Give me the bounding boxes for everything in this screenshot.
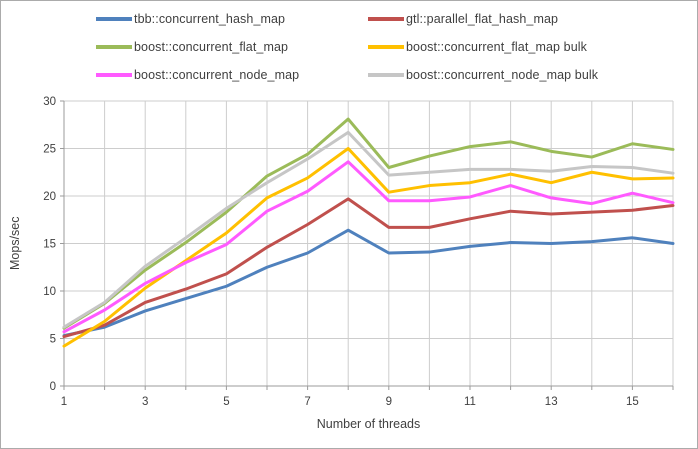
svg-text:15: 15 [43,239,56,251]
x-axis-title: Number of threads [316,417,421,431]
svg-text:1: 1 [61,396,67,408]
svg-text:0: 0 [50,381,56,393]
legend-line-swatch [96,17,132,21]
legend-line-swatch [96,73,132,77]
legend-line-swatch [368,45,404,49]
legend-item: tbb::concurrent_hash_map [96,5,368,33]
legend-item: boost::concurrent_flat_map bulk [368,33,598,61]
legend-label: boost::concurrent_flat_map [134,40,289,54]
svg-text:30: 30 [43,96,56,108]
legend-line-swatch [368,17,404,21]
legend-label: boost::concurrent_node_map [134,68,300,82]
svg-text:15: 15 [626,396,639,408]
legend-item: boost::concurrent_flat_map [96,33,368,61]
legend-label: tbb::concurrent_hash_map [134,12,286,26]
y-axis-title: Mops/sec [8,216,22,271]
legend-label: gtl::parallel_flat_hash_map [406,12,559,26]
legend-line-swatch [96,45,132,49]
svg-text:10: 10 [43,286,56,298]
legend-item: boost::concurrent_node_map [96,61,368,89]
svg-text:7: 7 [304,396,310,408]
legend-label: boost::concurrent_flat_map bulk [406,40,587,54]
svg-text:5: 5 [223,396,229,408]
legend-label: boost::concurrent_node_map bulk [406,68,599,82]
svg-text:25: 25 [43,144,56,156]
chart-legend: tbb::concurrent_hash_map gtl::parallel_f… [96,5,598,89]
svg-text:5: 5 [50,334,56,346]
svg-text:9: 9 [386,396,392,408]
legend-item: gtl::parallel_flat_hash_map [368,5,598,33]
legend-line-swatch [368,73,404,77]
legend-item: boost::concurrent_node_map bulk [368,61,598,89]
svg-text:13: 13 [545,396,558,408]
svg-text:20: 20 [43,191,56,203]
svg-text:11: 11 [464,396,476,408]
svg-text:3: 3 [142,396,148,408]
